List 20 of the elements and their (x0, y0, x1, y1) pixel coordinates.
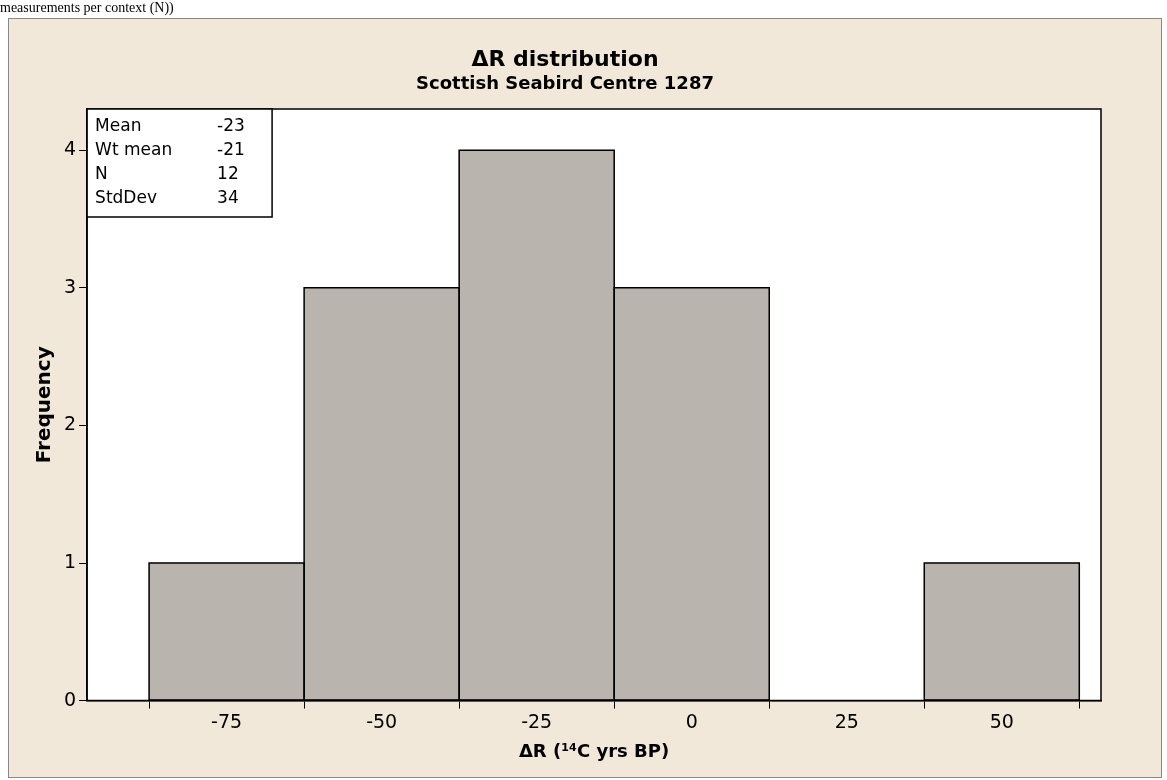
x-tick-label: -50 (366, 709, 398, 732)
y-tick-label: 3 (63, 274, 77, 297)
text: N 12 (95, 163, 239, 184)
text: StdDev 34 (95, 187, 239, 208)
y-axis-title: Frequency (31, 346, 56, 464)
x-axis-title: ΔR (¹⁴C yrs BP) (518, 739, 670, 761)
chart-title: ΔR distribution (471, 45, 659, 71)
text: measurements per context (N)) (0, 0, 174, 16)
text: Mean -23 (95, 115, 245, 136)
chart-subtitle: Scottish Seabird Centre 1287 (416, 71, 714, 93)
y-tick-label: 0 (63, 687, 77, 710)
x-tick-label: 25 (834, 709, 859, 732)
x-tick-label: -25 (521, 709, 553, 732)
x-tick-label: 0 (685, 709, 698, 732)
x-tick-label: -75 (211, 709, 243, 732)
y-tick-label: 2 (63, 412, 77, 435)
x-tick-label: 50 (989, 709, 1014, 732)
y-tick-label: 4 (63, 137, 77, 160)
text: Wt mean -21 (95, 139, 245, 160)
y-tick-label: 1 (63, 549, 77, 572)
